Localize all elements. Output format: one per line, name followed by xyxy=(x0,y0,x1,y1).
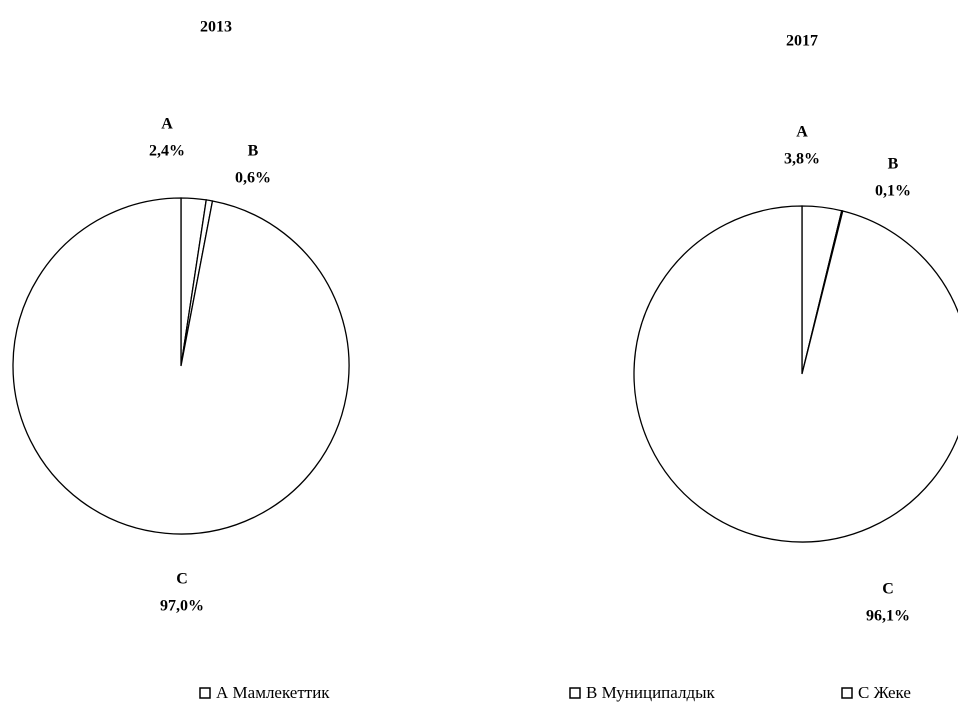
pie-slice xyxy=(12,197,350,535)
chart-title: 2017 xyxy=(786,33,818,50)
legend-swatch xyxy=(199,687,211,699)
slice-category: A xyxy=(796,124,808,141)
legend-label: А Мамлекеттик xyxy=(216,683,330,702)
slice-category: B xyxy=(248,143,259,160)
slice-value-label: 2,4% xyxy=(149,143,185,160)
slice-category: A xyxy=(161,116,173,133)
legend-label: С Жеке xyxy=(858,683,911,702)
legend-swatch xyxy=(841,687,853,699)
slice-value-label: 3,8% xyxy=(784,151,820,168)
pie-slice xyxy=(633,205,958,543)
slice-value-label: 0,1% xyxy=(875,183,911,200)
chart-title: 2013 xyxy=(200,19,232,36)
slice-category: C xyxy=(882,581,894,598)
slice-category: B xyxy=(888,156,899,173)
legend-label: В Муниципалдык xyxy=(586,683,716,702)
legend-swatch xyxy=(569,687,581,699)
slice-value-label: 97,0% xyxy=(160,598,204,615)
slice-category: C xyxy=(176,571,188,588)
slice-value-label: 0,6% xyxy=(235,170,271,187)
slice-value-label: 96,1% xyxy=(866,608,910,625)
